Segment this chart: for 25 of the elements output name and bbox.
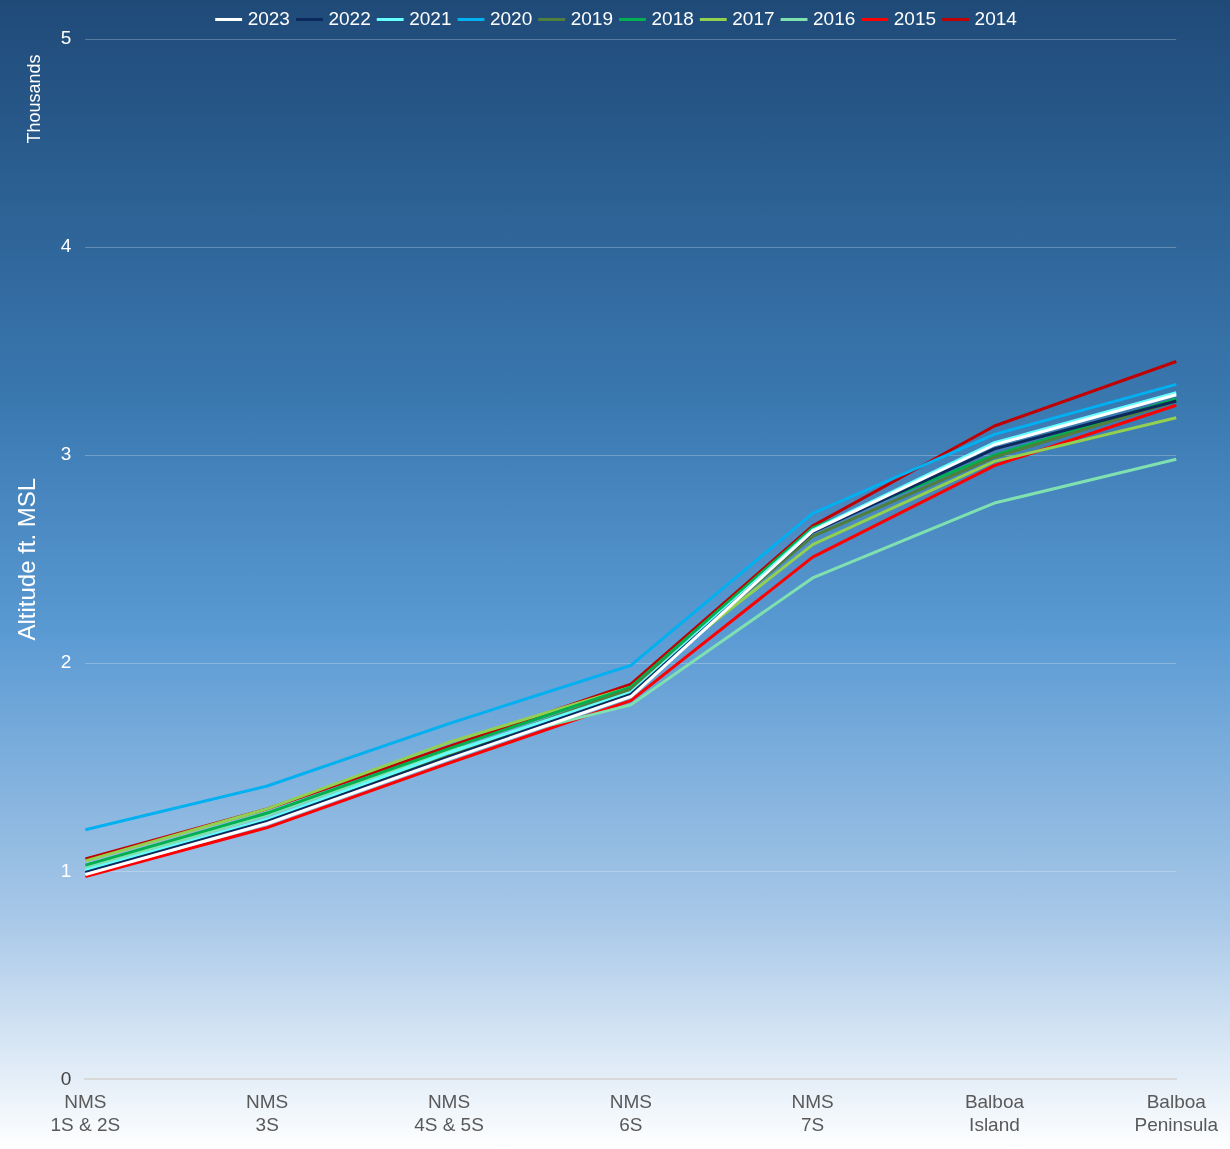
y-tick-label: 4 xyxy=(60,235,72,257)
x-tick-label: NMS 7S xyxy=(791,1091,834,1135)
x-tick-label: Balboa Island xyxy=(964,1091,1025,1135)
x-tick-label: NMS 1S & 2S xyxy=(50,1091,121,1135)
y-axis-title: Altitude ft. MSL xyxy=(13,477,41,641)
legend-label: 2016 xyxy=(813,7,856,29)
legend-label: 2023 xyxy=(247,7,290,29)
y-tick-label: 1 xyxy=(60,859,72,881)
x-tick-label: Balboa Peninsula xyxy=(1134,1091,1219,1135)
legend-label: 2018 xyxy=(651,7,694,29)
text: Thousands xyxy=(24,54,45,144)
legend-label: 2017 xyxy=(732,7,775,29)
legend-label: 2015 xyxy=(893,7,937,29)
legend-label: 2014 xyxy=(974,7,1018,29)
y-tick-label: 0 xyxy=(60,1067,72,1089)
legend-label: 2021 xyxy=(409,7,452,29)
y-tick-label: 3 xyxy=(60,443,72,465)
legend-label: 2020 xyxy=(489,7,533,29)
y-tick-label: 5 xyxy=(60,27,72,49)
legend-label: 2022 xyxy=(328,7,371,29)
x-tick-label: NMS 4S & 5S xyxy=(414,1091,484,1135)
x-tick-label: NMS 6S xyxy=(609,1091,652,1135)
x-tick-label: NMS 3S xyxy=(246,1091,289,1135)
legend-label: 2019 xyxy=(570,7,614,29)
y-tick-label: 2 xyxy=(60,651,72,673)
